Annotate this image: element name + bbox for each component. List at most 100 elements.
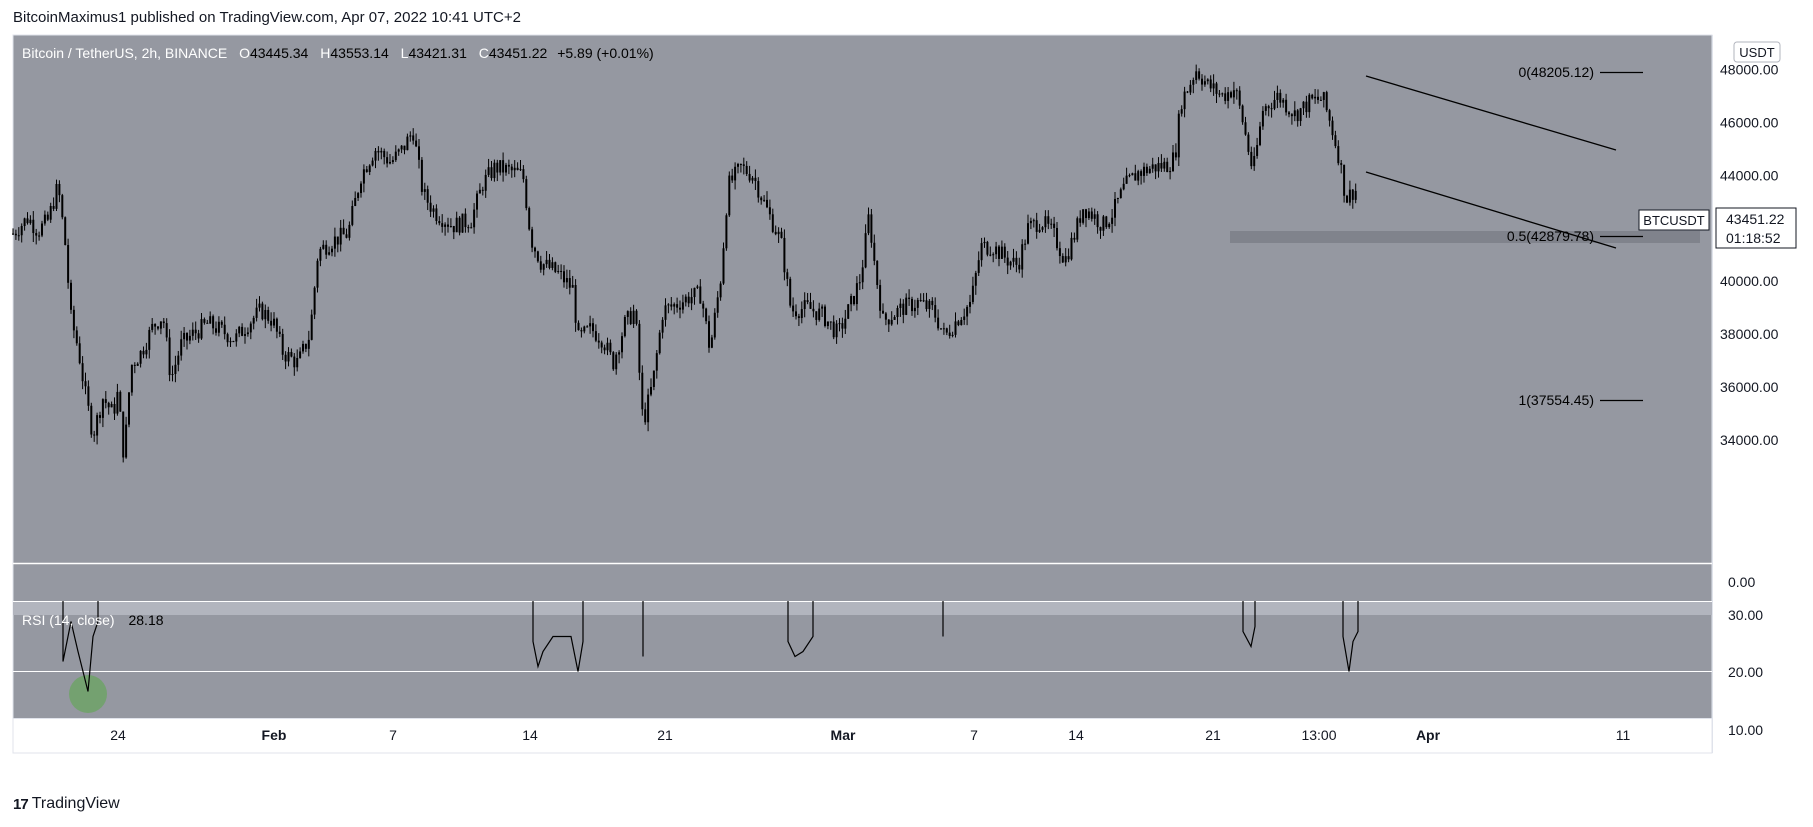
candle-body [1293,110,1296,117]
channel-upper-line[interactable] [1365,75,1617,151]
candle-body [1308,94,1311,113]
candle-body [577,322,580,331]
fib-label-0: 0(48205.12) [1518,64,1594,80]
candle-body [699,286,702,304]
candle-body [887,319,890,325]
candle-body [676,304,679,308]
candle-body [855,283,858,305]
candle-body [452,226,455,233]
candle-body [557,270,560,272]
candle-body [252,317,255,324]
candle-body [821,306,824,309]
candle-body [151,323,154,330]
candle-body [1259,126,1261,146]
candle-body [264,309,267,320]
candle-body [174,364,177,374]
rsi-axis[interactable] [1712,564,1813,718]
candle-body [447,224,449,227]
candle-body [87,386,90,406]
candle-body [1183,91,1186,110]
candle-body [742,164,745,166]
candle-body [713,312,716,338]
candle-body [177,355,180,365]
candle-body [61,195,64,218]
candle-body [1105,216,1108,228]
candle-body [1015,257,1018,265]
candle-body [1061,256,1064,263]
currency-button[interactable] [1733,41,1781,63]
candle-body [1253,155,1256,167]
candle-body [325,244,328,255]
candle-body [238,326,241,334]
time-tick-label: 7 [389,727,397,743]
candle-body [232,341,235,343]
candle-body [220,321,223,325]
candle-body [1235,90,1238,92]
candle-body [600,342,603,348]
candle-body [1290,114,1293,117]
tradingview-logo-icon: 17 [13,795,29,813]
candle-body [467,227,470,229]
candle-body [1328,110,1331,121]
candle-body [963,316,966,320]
candle-body [374,150,377,161]
candle-body [1021,244,1024,270]
candle-body [516,167,519,170]
time-tick-label: Mar [831,727,856,743]
candle-body [1351,189,1354,200]
symbol-tag-text: BTCUSDT [1643,213,1704,228]
candle-body [70,282,72,310]
candle-body [275,318,278,332]
rsi-line [1242,601,1256,649]
candle-body [386,157,389,164]
candle-body [426,189,429,203]
candle-body [1067,256,1070,260]
footer-brand[interactable]: 17 TradingView [13,795,120,813]
rsi-panel[interactable] [13,564,1712,718]
candle-body [812,308,815,312]
candle-body [1096,214,1099,228]
candle-body [128,392,130,425]
candle-body [1024,243,1027,245]
candle-body [1238,90,1241,106]
trading-chart[interactable]: 0(48205.12) 0.5(42879.78) 1(37554.45) Bi… [0,0,1813,790]
candle-body [93,434,96,436]
main-panel[interactable] [13,35,1712,563]
candle-body [84,381,87,387]
currency-label: USDT [1739,45,1774,60]
price-tick-label: 34000.00 [1720,432,1779,448]
channel-lower-line[interactable] [1365,171,1617,249]
candle-body [391,160,394,163]
price-axis[interactable] [1712,35,1813,563]
candle-body [931,300,934,306]
candle-body [267,309,270,321]
candle-body [725,215,728,249]
candle-body [168,337,171,376]
candle-body [800,309,803,319]
candle-body [1003,246,1006,258]
price-tick-label: 44000.00 [1720,167,1779,183]
candle-body [116,391,119,414]
candle-body [824,306,826,327]
support-zone [1230,231,1700,243]
candle-body [708,321,710,348]
time-tick-label: Feb [262,727,287,743]
candle-body [913,307,916,312]
candle-body [780,231,783,238]
candle-body [429,202,432,212]
candle-body [513,167,516,171]
candle-body [1041,227,1044,230]
candle-body [319,248,322,261]
time-tick-label: 21 [657,727,673,743]
candle-body [304,343,307,349]
rsi-value: 28.18 [128,612,163,628]
candle-body [667,304,670,306]
candle-body [1282,99,1285,103]
candle-body [899,303,902,309]
candle-body [1157,162,1160,172]
candle-body [992,254,995,256]
candle-body [792,305,795,312]
price-tick-label: 36000.00 [1720,379,1779,395]
time-axis[interactable] [13,718,1712,753]
candle-body [1131,173,1134,176]
